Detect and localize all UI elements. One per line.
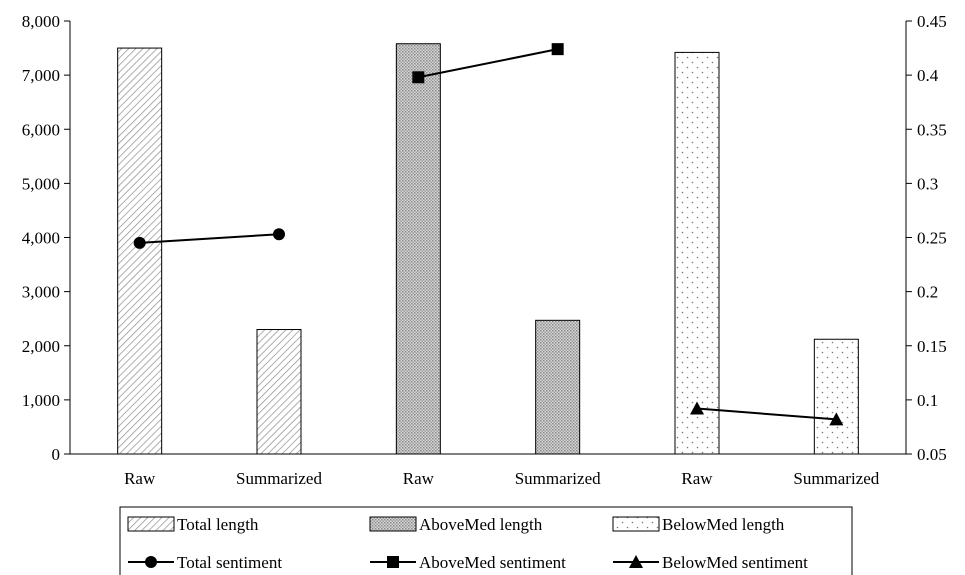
- y-left-tick-label: 6,000: [22, 120, 60, 139]
- legend-label-belowmed-length: BelowMed length: [662, 515, 785, 534]
- y-right-tick-label: 0.45: [917, 12, 947, 31]
- y-left-tick-label: 2,000: [22, 337, 60, 356]
- point-abovemed-sentiment-0: [412, 71, 425, 84]
- y-right-tick-label: 0.15: [917, 337, 947, 356]
- bar-layer: [117, 43, 859, 455]
- legend-swatch-abovemed-length: [369, 516, 417, 532]
- x-tick-label: Summarized: [515, 469, 601, 488]
- y-left-tick-label: 5,000: [22, 174, 60, 193]
- legend-label-total-length: Total length: [177, 515, 259, 534]
- point-total-sentiment-1: [273, 228, 285, 241]
- y-left-tick-label: 1,000: [22, 391, 60, 410]
- legend-box: [119, 506, 853, 575]
- x-tick-label: Summarized: [236, 469, 322, 488]
- y-right-tick-label: 0.05: [917, 445, 947, 464]
- legend-marker-abovemed-sentiment: [387, 556, 399, 568]
- y-right-tick-label: 0.1: [917, 391, 938, 410]
- legend-marker-belowmed-sentiment: [629, 555, 643, 568]
- bar-total-length-1: [256, 329, 302, 455]
- y-right-tick-label: 0.35: [917, 120, 947, 139]
- y-left-tick-label: 4,000: [22, 229, 60, 248]
- y-right-tick-label: 0.4: [917, 66, 939, 85]
- bar-abovemed-length-1: [535, 319, 581, 455]
- legend-swatch-total-length: [127, 516, 175, 532]
- y-left-tick-label: 8,000: [22, 12, 60, 31]
- line-layer: [133, 43, 844, 426]
- legend: Total length AboveMed length BelowMed leng…: [119, 506, 853, 575]
- line-belowmed-sentiment: [696, 407, 837, 421]
- point-belowmed-sentiment-0: [690, 401, 704, 415]
- legend-label-total-sentiment: Total sentiment: [177, 553, 282, 572]
- legend-label-abovemed-sentiment: AboveMed sentiment: [419, 553, 566, 572]
- legend-marker-total-sentiment: [145, 556, 157, 568]
- y-left-tick-label: 0: [52, 445, 61, 464]
- y-left-tick-label: 3,000: [22, 283, 60, 302]
- x-tick-label: Raw: [681, 469, 713, 488]
- y-right-tick-label: 0.2: [917, 283, 938, 302]
- x-tick-label: Raw: [124, 469, 156, 488]
- x-tick-label: Summarized: [793, 469, 879, 488]
- bar-belowmed-length-0: [674, 51, 720, 455]
- bar-belowmed-length-1: [813, 338, 859, 455]
- bar-abovemed-length-0: [395, 43, 441, 455]
- legend-label-abovemed-length: AboveMed length: [419, 515, 543, 534]
- line-total-sentiment: [139, 233, 280, 244]
- bar-total-length-0: [117, 47, 163, 455]
- legend-swatch-belowmed-length: [612, 516, 660, 532]
- point-belowmed-sentiment-1: [829, 412, 844, 426]
- legend-label-belowmed-sentiment: BelowMed sentiment: [662, 553, 808, 572]
- axes-layer: 0 1,000 2,000 3,000 4,000 5,000 6,000 7,000 8,00…: [22, 12, 947, 488]
- y-left-tick-label: 7,000: [22, 66, 60, 85]
- x-tick-label: Raw: [403, 469, 435, 488]
- point-total-sentiment-0: [133, 236, 146, 249]
- point-abovemed-sentiment-1: [551, 43, 564, 56]
- y-right-tick-label: 0.25: [917, 229, 947, 248]
- line-abovemed-sentiment: [418, 48, 558, 79]
- y-right-tick-label: 0.3: [917, 174, 938, 193]
